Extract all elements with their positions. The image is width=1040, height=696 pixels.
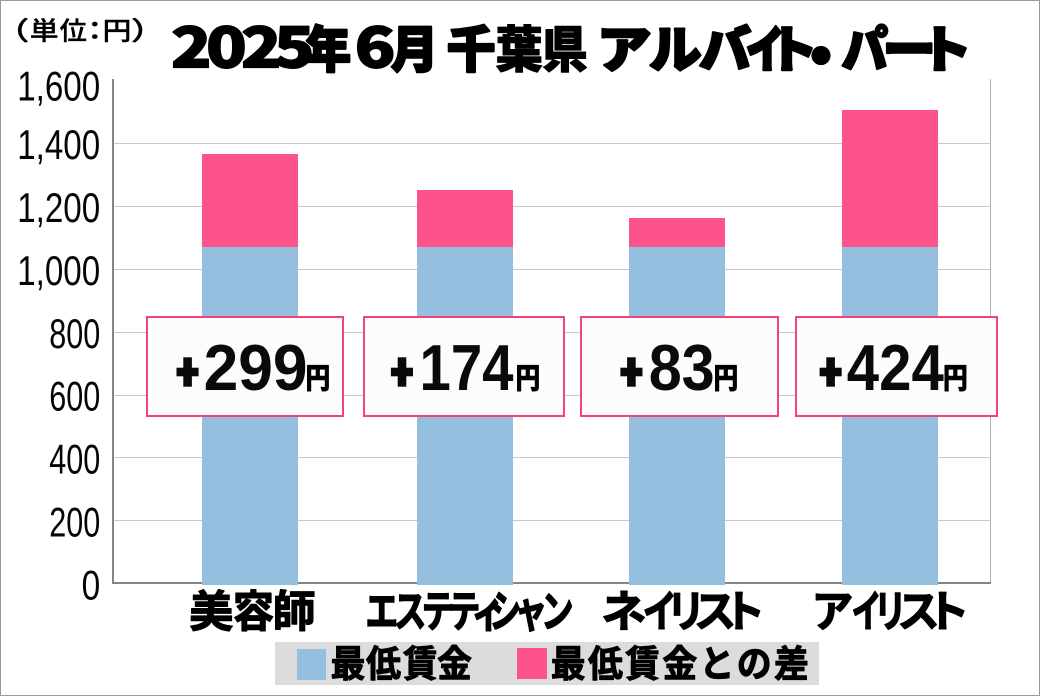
svg-text:83: 83 xyxy=(649,331,715,404)
svg-text:1,400: 1,400 xyxy=(17,121,100,168)
svg-text:600: 600 xyxy=(49,373,100,420)
svg-text:1,000: 1,000 xyxy=(17,247,100,294)
svg-text:1,200: 1,200 xyxy=(17,184,100,231)
svg-text:0: 0 xyxy=(82,561,101,608)
svg-text:400: 400 xyxy=(49,436,100,483)
svg-text:299: 299 xyxy=(204,331,308,404)
svg-text:424: 424 xyxy=(847,331,944,404)
svg-text:174: 174 xyxy=(420,331,514,404)
svg-text:800: 800 xyxy=(49,310,100,357)
svg-text:1,600: 1,600 xyxy=(17,63,100,110)
svg-text:200: 200 xyxy=(49,499,100,546)
